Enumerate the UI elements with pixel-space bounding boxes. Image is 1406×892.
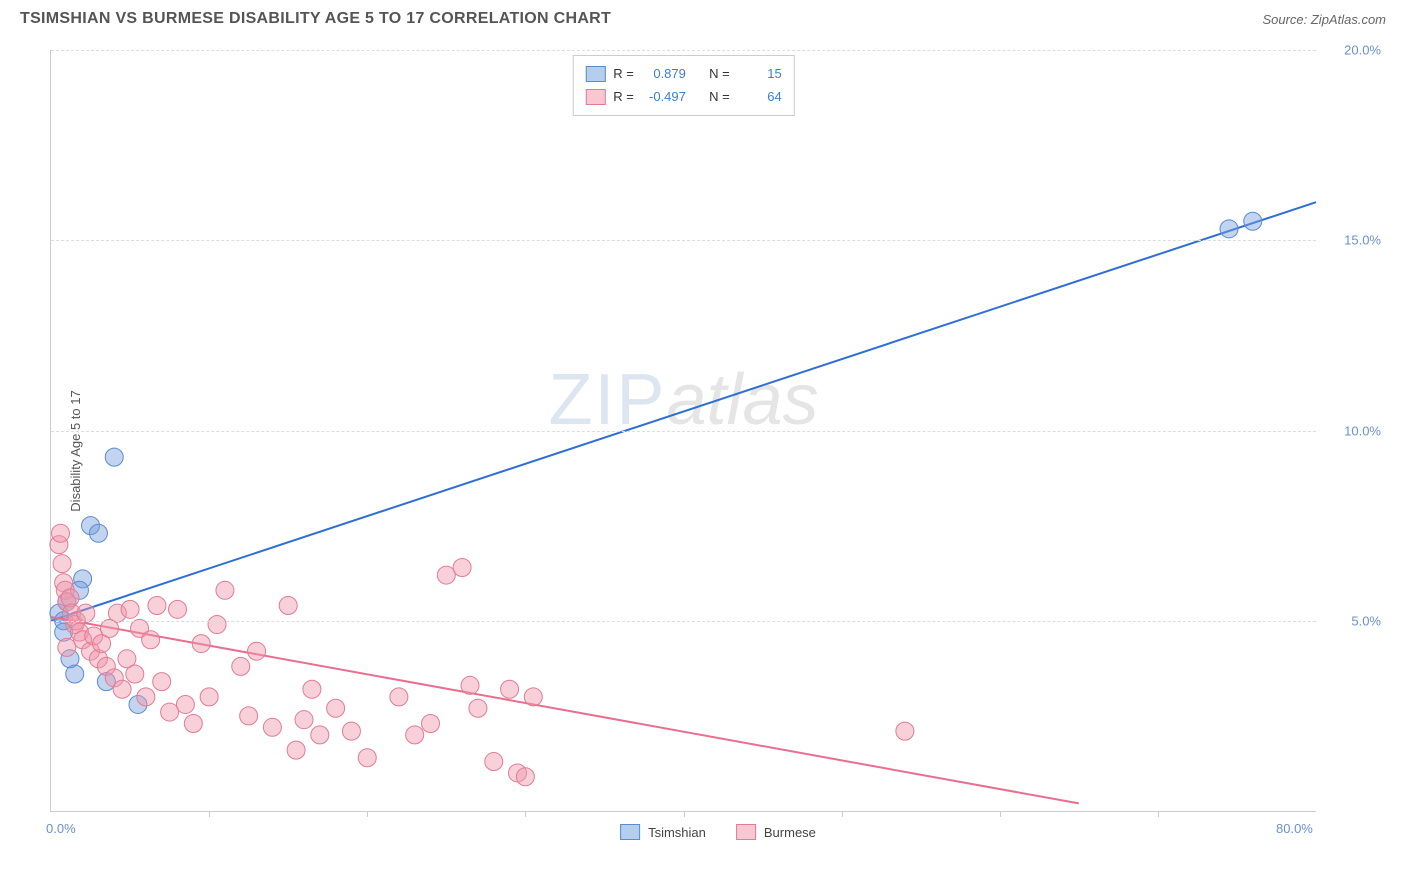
data-point bbox=[184, 714, 202, 732]
data-point bbox=[1220, 220, 1238, 238]
y-tick-label: 15.0% bbox=[1344, 233, 1381, 248]
gridline bbox=[51, 240, 1316, 241]
data-point bbox=[121, 600, 139, 618]
header: TSIMSHIAN VS BURMESE DISABILITY AGE 5 TO… bbox=[0, 0, 1406, 33]
data-point bbox=[216, 581, 234, 599]
data-point bbox=[279, 597, 297, 615]
data-point bbox=[303, 680, 321, 698]
x-tick bbox=[209, 811, 210, 817]
data-point bbox=[422, 714, 440, 732]
x-tick bbox=[1158, 811, 1159, 817]
n-value-0: 15 bbox=[738, 62, 782, 85]
data-point bbox=[176, 695, 194, 713]
r-value-1: -0.497 bbox=[642, 85, 686, 108]
data-point bbox=[358, 749, 376, 767]
y-tick-label: 5.0% bbox=[1351, 613, 1381, 628]
data-point bbox=[461, 676, 479, 694]
data-point bbox=[342, 722, 360, 740]
swatch-tsimshian bbox=[585, 66, 605, 82]
r-label-1: R = bbox=[613, 85, 634, 108]
gridline bbox=[51, 621, 1316, 622]
gridline bbox=[51, 431, 1316, 432]
legend-swatch-tsimshian bbox=[620, 824, 640, 840]
data-point bbox=[390, 688, 408, 706]
data-point bbox=[161, 703, 179, 721]
data-point bbox=[148, 597, 166, 615]
legend-stats: R = 0.879 N = 15 R = -0.497 N = 64 bbox=[572, 55, 794, 116]
chart-title: TSIMSHIAN VS BURMESE DISABILITY AGE 5 TO… bbox=[20, 10, 611, 28]
legend-label-burmese: Burmese bbox=[764, 825, 816, 840]
data-point bbox=[142, 631, 160, 649]
data-point bbox=[453, 558, 471, 576]
data-point bbox=[485, 753, 503, 771]
data-point bbox=[169, 600, 187, 618]
r-label-0: R = bbox=[613, 62, 634, 85]
y-tick-label: 10.0% bbox=[1344, 423, 1381, 438]
n-label-0: N = bbox=[709, 62, 730, 85]
x-tick bbox=[525, 811, 526, 817]
plot-area: ZIPatlas R = 0.879 N = 15 R = -0.497 N =… bbox=[50, 50, 1316, 812]
data-point bbox=[406, 726, 424, 744]
x-tick bbox=[367, 811, 368, 817]
x-tick bbox=[684, 811, 685, 817]
data-point bbox=[105, 448, 123, 466]
legend-bottom: Tsimshian Burmese bbox=[620, 824, 816, 840]
trend-line bbox=[51, 202, 1316, 621]
r-value-0: 0.879 bbox=[642, 62, 686, 85]
data-point bbox=[192, 635, 210, 653]
data-point bbox=[263, 718, 281, 736]
n-value-1: 64 bbox=[738, 85, 782, 108]
data-point bbox=[208, 616, 226, 634]
data-point bbox=[240, 707, 258, 725]
swatch-burmese bbox=[585, 89, 605, 105]
data-point bbox=[516, 768, 534, 786]
x-tick bbox=[1000, 811, 1001, 817]
data-point bbox=[327, 699, 345, 717]
legend-item-tsimshian: Tsimshian bbox=[620, 824, 706, 840]
data-point bbox=[51, 524, 69, 542]
source-label: Source: ZipAtlas.com bbox=[1262, 12, 1386, 27]
data-point bbox=[113, 680, 131, 698]
data-point bbox=[126, 665, 144, 683]
data-point bbox=[53, 555, 71, 573]
y-tick-label: 20.0% bbox=[1344, 43, 1381, 58]
data-point bbox=[287, 741, 305, 759]
data-point bbox=[200, 688, 218, 706]
data-point bbox=[77, 604, 95, 622]
legend-stats-row-1: R = -0.497 N = 64 bbox=[585, 85, 781, 108]
legend-stats-row-0: R = 0.879 N = 15 bbox=[585, 62, 781, 85]
data-point bbox=[248, 642, 266, 660]
legend-swatch-burmese bbox=[736, 824, 756, 840]
legend-item-burmese: Burmese bbox=[736, 824, 816, 840]
x-tick-label: 0.0% bbox=[46, 821, 76, 836]
data-point bbox=[1244, 212, 1262, 230]
n-label-1: N = bbox=[709, 85, 730, 108]
data-point bbox=[501, 680, 519, 698]
legend-label-tsimshian: Tsimshian bbox=[648, 825, 706, 840]
data-point bbox=[153, 673, 171, 691]
gridline bbox=[51, 50, 1316, 51]
data-point bbox=[469, 699, 487, 717]
data-point bbox=[137, 688, 155, 706]
x-tick bbox=[842, 811, 843, 817]
data-point bbox=[58, 638, 76, 656]
x-tick-label: 80.0% bbox=[1276, 821, 1313, 836]
chart-container: Disability Age 5 to 17 ZIPatlas R = 0.87… bbox=[50, 50, 1386, 852]
data-point bbox=[437, 566, 455, 584]
data-point bbox=[232, 657, 250, 675]
data-point bbox=[89, 524, 107, 542]
data-point bbox=[524, 688, 542, 706]
data-point bbox=[295, 711, 313, 729]
data-point bbox=[896, 722, 914, 740]
data-point bbox=[311, 726, 329, 744]
